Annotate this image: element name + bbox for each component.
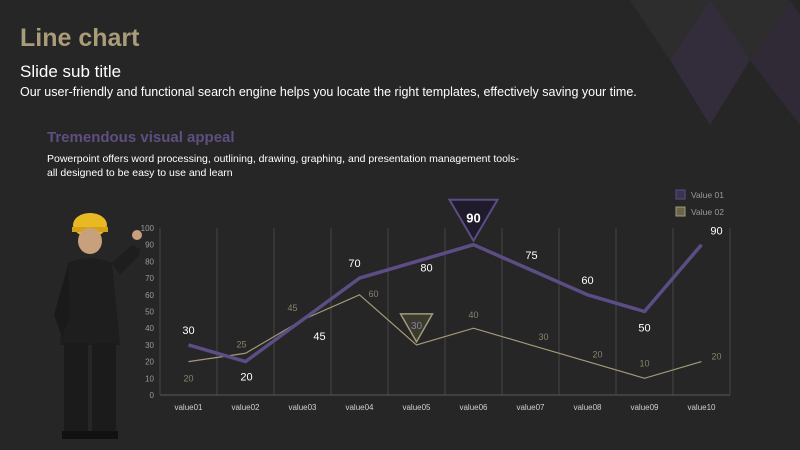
x-tick-label: value06 <box>459 403 488 412</box>
y-tick-label: 0 <box>150 391 155 400</box>
callout-marker-value-01 <box>447 198 500 243</box>
callout-marker-value-02 <box>399 313 434 344</box>
slide-title: Line chart <box>20 24 140 52</box>
data-label-value-02: 45 <box>287 303 297 313</box>
x-tick-label: value09 <box>630 403 659 412</box>
x-tick-label: value07 <box>516 403 545 412</box>
data-label-value-02: 20 <box>183 374 193 384</box>
y-tick-label: 90 <box>145 241 154 250</box>
data-label-value-02: 20 <box>711 352 721 362</box>
legend-label: Value 01 <box>691 190 724 200</box>
data-label-value-01: 70 <box>348 258 360 270</box>
x-tick-label: value10 <box>687 403 716 412</box>
slide-description: Our user-friendly and functional search … <box>20 85 637 99</box>
y-tick-label: 30 <box>145 341 154 350</box>
x-tick-label: value08 <box>573 403 602 412</box>
data-label-value-01: 20 <box>240 372 252 384</box>
data-label-value-02: 40 <box>468 310 478 320</box>
construction-worker-image <box>54 213 142 439</box>
y-tick-label: 70 <box>145 274 154 283</box>
x-tick-label: value01 <box>174 403 203 412</box>
data-label-value-01: 75 <box>525 250 537 262</box>
x-tick-label: value04 <box>345 403 374 412</box>
legend-label: Value 02 <box>691 207 724 217</box>
slide-subtitle: Slide sub title <box>20 62 122 81</box>
data-label-value-01: 45 <box>313 331 325 343</box>
x-tick-label: value02 <box>231 403 260 412</box>
y-tick-label: 40 <box>145 324 154 333</box>
legend-swatch <box>675 206 686 217</box>
series-line-value-02 <box>188 294 702 379</box>
y-tick-label: 100 <box>141 224 155 233</box>
data-label-value-02: 10 <box>639 358 649 368</box>
data-label-value-01: 90 <box>710 226 722 238</box>
callout-label-value-02: 30 <box>411 321 423 332</box>
data-label-value-02: 20 <box>592 350 602 360</box>
x-tick-label: value05 <box>402 403 431 412</box>
data-label-value-02: 60 <box>368 289 378 299</box>
series-line-value-01 <box>188 242 703 364</box>
data-label-value-02: 30 <box>538 332 548 342</box>
data-label-value-01: 60 <box>581 275 593 287</box>
y-tick-label: 20 <box>145 358 154 367</box>
section-body: Powerpoint offers word processing, outli… <box>47 153 520 179</box>
data-label-value-02: 25 <box>236 339 246 349</box>
y-tick-label: 50 <box>145 308 154 317</box>
legend-swatch <box>675 189 686 200</box>
data-label-value-01: 80 <box>420 262 432 274</box>
callout-label-value-01: 90 <box>466 211 480 226</box>
data-label-value-01: 30 <box>182 325 194 337</box>
y-tick-label: 60 <box>145 291 154 300</box>
y-tick-label: 80 <box>145 257 154 266</box>
data-label-value-01: 50 <box>638 323 650 335</box>
section-title: Tremendous visual appeal <box>47 129 235 146</box>
y-tick-label: 10 <box>145 374 154 383</box>
diamond-pattern-decoration <box>630 0 800 125</box>
x-tick-label: value03 <box>288 403 317 412</box>
